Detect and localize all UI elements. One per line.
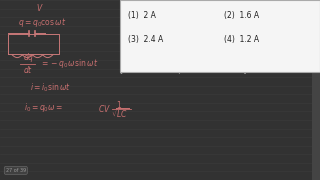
Text: (4)  1.2 A: (4) 1.2 A (224, 35, 259, 44)
Bar (120, 0, 320, 72)
Text: $\sqrt{LC}$: $\sqrt{LC}$ (210, 60, 228, 74)
Text: JEE  Main  2024 ,  29: JEE Main 2024 , 29 (120, 68, 194, 74)
Text: th: th (234, 65, 239, 70)
Text: $\omega =$: $\omega =$ (190, 57, 206, 66)
Text: $CV$: $CV$ (98, 102, 111, 114)
Text: $\sqrt{LC}$: $\sqrt{LC}$ (111, 107, 130, 120)
Bar (312, 0, 320, 180)
Text: (2)  1.6 A: (2) 1.6 A (224, 11, 259, 20)
Text: $q = q_0 \cos\omega t$: $q = q_0 \cos\omega t$ (18, 16, 66, 29)
Text: (1)  2 A: (1) 2 A (128, 11, 156, 20)
Text: $1$: $1$ (215, 52, 221, 64)
Text: (3)  2.4 A: (3) 2.4 A (128, 35, 163, 44)
Text: $1$: $1$ (116, 99, 122, 110)
Text: $dq$: $dq$ (23, 51, 35, 64)
Text: $i_0 = q_0\omega =$: $i_0 = q_0\omega =$ (24, 102, 63, 114)
Text: Jan  Shift 1: Jan Shift 1 (240, 68, 283, 74)
Text: $= -q_0\omega \,\sin\omega t$: $= -q_0\omega \,\sin\omega t$ (40, 57, 99, 70)
Text: $i = i_0\sin\omega t$: $i = i_0\sin\omega t$ (30, 81, 71, 94)
Text: V: V (36, 4, 41, 13)
Text: 27 of 39: 27 of 39 (6, 168, 26, 173)
Text: $dt$: $dt$ (23, 64, 33, 75)
